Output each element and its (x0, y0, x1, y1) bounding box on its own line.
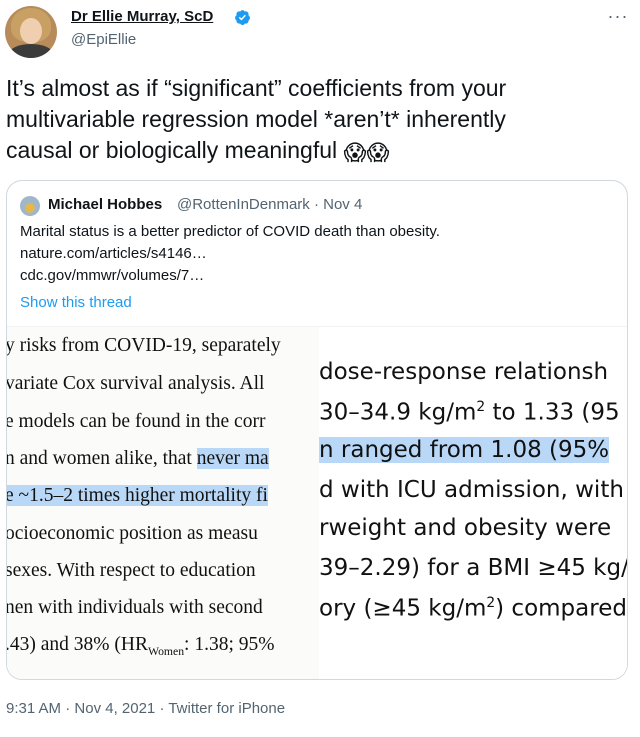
paper-line-left: e ~1.5–2 times higher mortality fi (7, 485, 268, 507)
quote-author-handle-date: @RottenInDenmark · Nov 4 (177, 196, 363, 213)
paper-line-left: .43) and 38% (HRWomen: 1.38; 95% (7, 634, 275, 658)
paper-text: sexes. With respect to education (7, 560, 256, 581)
paper-text: ocioeconomic position as measu (7, 523, 258, 544)
paper-line-right: n ranged from 1.08 (95% (319, 437, 610, 463)
tweet-line: It’s almost as if “significant” coeffici… (6, 75, 507, 101)
quote-author-avatar[interactable] (20, 196, 40, 216)
show-thread-link[interactable]: Show this thread (20, 294, 132, 311)
paper-line-left: sexes. With respect to education (7, 560, 256, 582)
paper-line-left: y risks from COVID-19, separately (7, 335, 281, 357)
author-avatar[interactable] (5, 6, 57, 58)
more-horizontal-icon[interactable]: ··· (607, 6, 629, 26)
paper-highlight: n ranged from 1.08 (95% (319, 437, 610, 463)
paper-text: ) compared (495, 595, 627, 622)
paper-text: rweight and obesity were (319, 515, 612, 541)
paper-text: n and women alike, that (7, 448, 197, 469)
paper-superscript: 2 (486, 595, 496, 611)
paper-text: y risks from COVID-19, separately (7, 335, 281, 356)
paper-text: variate Cox survival analysis. All (7, 373, 265, 394)
quote-link-cdc[interactable]: cdc.gov/mmwr/volumes/7… (20, 267, 205, 284)
tweet-time[interactable]: 9:31 AM (6, 700, 62, 717)
paper-line-right: 39–2.29) for a BMI ≥45 kg/ (319, 555, 627, 581)
quote-media-image[interactable]: y risks from COVID-19, separately variate… (7, 326, 627, 679)
paper-superscript: 2 (476, 399, 486, 415)
paper-text: e models can be found in the corr (7, 411, 266, 432)
paper-line-right: rweight and obesity were (319, 515, 611, 541)
paper-line-right: 30–34.9 kg/m2 to 1.33 (95 (319, 399, 620, 426)
paper-text: 30–34.9 kg/m (319, 399, 477, 426)
paper-text: to 1.33 (95 (485, 399, 620, 426)
quote-tweet-card[interactable]: Michael Hobbes @RottenInDenmark · Nov 4 … (6, 180, 628, 680)
paper-line-right: d with ICU admission, with (319, 477, 624, 503)
paper-text: : 1.38; 95% (184, 634, 275, 655)
quote-text: Marital status is a better predictor of … (20, 223, 440, 240)
tweet-text: It’s almost as if “significant” coeffici… (6, 73, 626, 168)
paper-line-left: ocioeconomic position as measu (7, 523, 258, 545)
verified-badge-icon (235, 10, 250, 25)
paper-line-left: variate Cox survival analysis. All (7, 373, 264, 395)
paper-highlight: e ~1.5–2 times higher mortality fi (7, 485, 268, 506)
paper-line-left: e models can be found in the corr (7, 411, 265, 433)
paper-text: nen with individuals with second (7, 597, 263, 618)
tweet-source: Twitter for iPhone (168, 700, 286, 717)
scream-emoji-icon: 😱😱 (343, 140, 390, 165)
tweet-date[interactable]: Nov 4, 2021 (74, 700, 156, 717)
author-handle[interactable]: @EpiEllie (71, 31, 137, 48)
paper-highlight: never ma (196, 448, 269, 469)
tweet-line-text: causal or biologically meaningful (6, 137, 338, 163)
paper-line-left: nen with individuals with second (7, 597, 263, 619)
tweet-header: Dr Ellie Murray, ScD @EpiEllie ··· (0, 0, 640, 64)
paper-text: 39–2.29) for a BMI ≥45 kg/ (319, 555, 627, 581)
paper-text: ory (≥45 kg/m (319, 595, 487, 622)
quote-link-nature[interactable]: nature.com/articles/s4146… (20, 245, 207, 262)
tweet-line: causal or biologically meaningful 😱😱 (6, 135, 626, 168)
paper-text: .43) and 38% (HR (7, 634, 148, 655)
paper-text: dose-response relationsh (319, 359, 609, 385)
paper-text: d with ICU admission, with (319, 477, 624, 503)
paper-subscript: Women (147, 644, 185, 658)
tweet-line: multivariable regression model *aren’t* … (6, 106, 506, 132)
paper-clip-left: y risks from COVID-19, separately variate… (7, 327, 319, 679)
paper-line-left: n and women alike, that never ma (7, 448, 269, 470)
quote-author-name[interactable]: Michael Hobbes (48, 196, 163, 213)
author-display-name[interactable]: Dr Ellie Murray, ScD (71, 8, 214, 25)
paper-line-right: ory (≥45 kg/m2) compared (319, 595, 627, 622)
paper-line-right: dose-response relationsh (319, 359, 608, 385)
tweet-meta: 9:31 AM · Nov 4, 2021 · Twitter for iPho… (6, 700, 286, 717)
paper-clip-right: dose-response relationsh 30–34.9 kg/m2 to… (319, 327, 627, 679)
